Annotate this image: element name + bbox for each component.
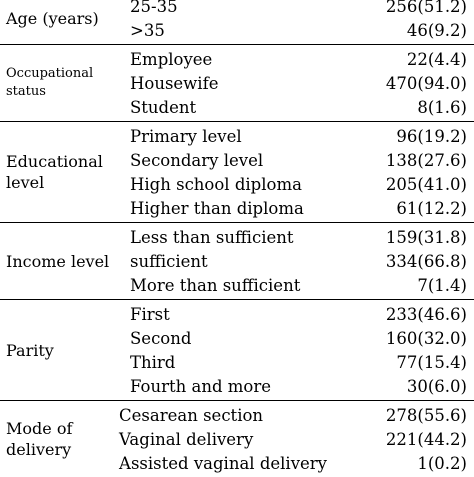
- row-value: 46(9.2): [406, 20, 467, 40]
- row-label: Housewife: [130, 73, 219, 93]
- table-row: Primary level 96(19.2): [128, 124, 474, 148]
- group-parity: Parity First 233(46.6) Second 160(32.0) …: [0, 300, 474, 401]
- row-value: 61(12.2): [396, 198, 467, 218]
- row-label: Student: [130, 97, 197, 117]
- row-value: 334(66.8): [385, 251, 467, 271]
- category-label: Age (years): [6, 8, 99, 28]
- category-label: Educational level: [6, 152, 103, 192]
- row-value: 160(32.0): [385, 328, 467, 348]
- table-row: sufficient 334(66.8): [128, 249, 474, 273]
- row-value: 278(55.6): [385, 405, 467, 425]
- table-row: >35 46(9.2): [128, 18, 474, 42]
- table-row: Assisted vaginal delivery 1(0.2): [117, 451, 474, 475]
- group-occupational-status: Occupational status Employee 22(4.4) Hou…: [0, 45, 474, 122]
- table-row: Higher than diploma 61(12.2): [128, 196, 474, 220]
- table-row: Housewife 470(94.0): [128, 71, 474, 95]
- row-value: 96(19.2): [396, 126, 467, 146]
- row-label: More than sufficient: [130, 275, 301, 295]
- group-rows: First 233(46.6) Second 160(32.0) Third 7…: [128, 302, 474, 398]
- group-rows: Less than sufficient 159(31.8) sufficien…: [128, 225, 474, 297]
- group-mode-of-delivery: Mode of delivery Cesarean section 278(55…: [0, 401, 474, 477]
- group-rows: Cesarean section 278(55.6) Vaginal deliv…: [117, 403, 474, 475]
- row-label: Less than sufficient: [130, 227, 294, 247]
- row-value: 205(41.0): [385, 174, 467, 194]
- row-label: Cesarean section: [119, 405, 264, 425]
- table-row: Vaginal delivery 221(44.2): [117, 427, 474, 451]
- group-educational-level: Educational level Primary level 96(19.2)…: [0, 122, 474, 223]
- table-row: Third 77(15.4): [128, 350, 474, 374]
- row-value: 159(31.8): [385, 227, 467, 247]
- group-income-level: Income level Less than sufficient 159(31…: [0, 223, 474, 300]
- row-label: First: [130, 304, 170, 324]
- group-age: Age (years) 25-35 256(51.2) >35 46(9.2): [0, 0, 474, 45]
- table-row: More than sufficient 7(1.4): [128, 273, 474, 297]
- row-label: Primary level: [130, 126, 242, 146]
- row-label: Assisted vaginal delivery: [119, 453, 327, 473]
- row-label: sufficient: [130, 251, 208, 271]
- row-label: Vaginal delivery: [119, 429, 254, 449]
- table-row: Student 8(1.6): [128, 95, 474, 119]
- table-row: Secondary level 138(27.6): [128, 148, 474, 172]
- table-row: Employee 22(4.4): [128, 47, 474, 71]
- group-rows: Primary level 96(19.2) Secondary level 1…: [128, 124, 474, 220]
- row-label: 25-35: [130, 0, 178, 16]
- row-value: 470(94.0): [385, 73, 467, 93]
- table-row: Cesarean section 278(55.6): [117, 403, 474, 427]
- row-value: 138(27.6): [385, 150, 467, 170]
- row-label: >35: [130, 20, 165, 40]
- table-row: Fourth and more 30(6.0): [128, 374, 474, 398]
- category-label: Parity: [6, 340, 54, 360]
- row-value: 256(51.2): [385, 0, 467, 16]
- row-value: 233(46.6): [385, 304, 467, 324]
- row-label: Second: [130, 328, 192, 348]
- row-value: 8(1.6): [417, 97, 467, 117]
- table-row: First 233(46.6): [128, 302, 474, 326]
- category-label: Occupational status: [6, 66, 94, 99]
- table-row: Second 160(32.0): [128, 326, 474, 350]
- row-value: 7(1.4): [417, 275, 467, 295]
- group-rows: Employee 22(4.4) Housewife 470(94.0) Stu…: [128, 47, 474, 119]
- category-label: Income level: [6, 251, 110, 271]
- group-rows: 25-35 256(51.2) >35 46(9.2): [128, 0, 474, 42]
- row-label: Fourth and more: [130, 376, 271, 396]
- row-label: Higher than diploma: [130, 198, 304, 218]
- row-value: 1(0.2): [417, 453, 467, 473]
- row-value: 30(6.0): [406, 376, 467, 396]
- row-label: Third: [130, 352, 176, 372]
- row-label: Secondary level: [130, 150, 264, 170]
- row-label: High school diploma: [130, 174, 302, 194]
- row-value: 22(4.4): [406, 49, 467, 69]
- table-row: Less than sufficient 159(31.8): [128, 225, 474, 249]
- row-value: 77(15.4): [396, 352, 467, 372]
- category-label: Mode of delivery: [6, 419, 73, 459]
- table-row: High school diploma 205(41.0): [128, 172, 474, 196]
- table-row: 25-35 256(51.2): [128, 0, 474, 18]
- row-value: 221(44.2): [385, 429, 467, 449]
- row-label: Employee: [130, 49, 213, 69]
